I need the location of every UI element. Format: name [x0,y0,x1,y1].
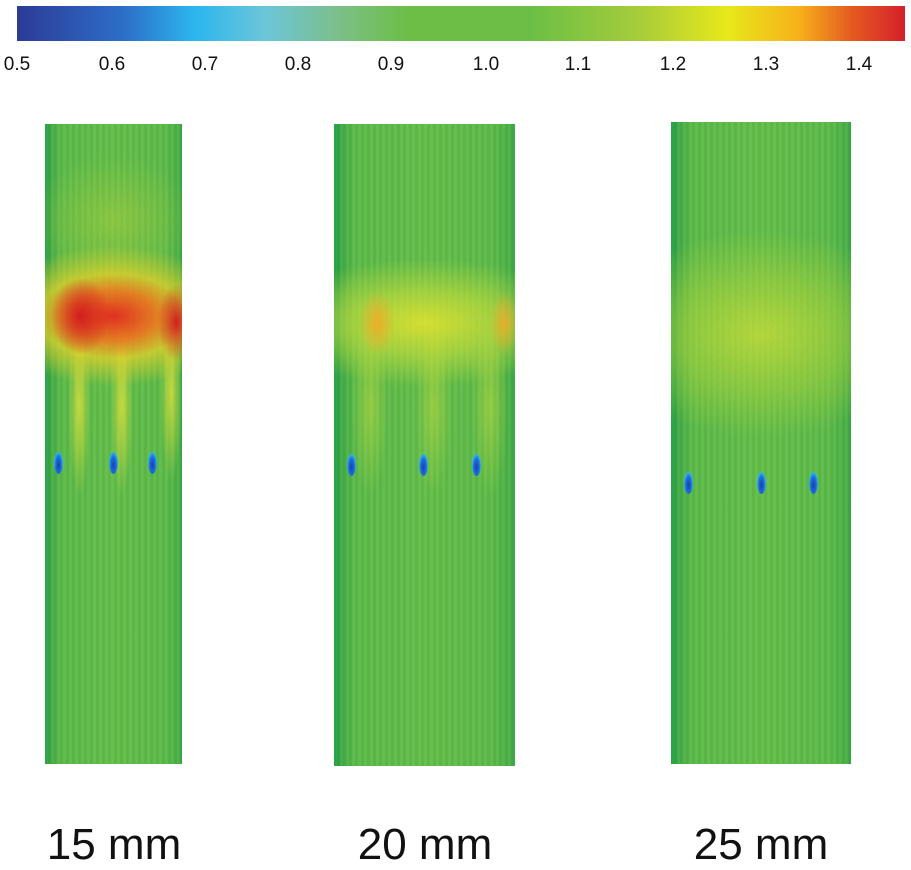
colorbar-tick: 0.9 [377,54,405,75]
cooling-hole [54,452,63,474]
colorbar [17,6,905,41]
panel-label-25mm: 25 mm [693,820,829,869]
cooling-hole [347,454,356,476]
cooling-hole [419,454,428,476]
contour-panel-15mm [45,124,182,764]
colorbar-tick: 0.8 [284,54,312,75]
panel-label-20mm: 20 mm [357,820,493,869]
cooling-hole [757,472,766,494]
colorbar-tick: 1.1 [564,54,592,75]
cooling-hole [472,454,481,476]
colorbar-tick: 0.5 [3,54,31,75]
colorbar-tick: 0.6 [98,54,126,75]
colorbar-tick: 1.3 [752,54,780,75]
colorbar-tick: 1.4 [845,54,873,75]
colorbar-tick: 1.0 [472,54,500,75]
contour-panel-25mm [671,122,851,764]
panel-label-15mm: 15 mm [46,820,182,869]
cooling-hole [809,472,818,494]
colorbar-tick: 0.7 [191,54,219,75]
cooling-hole [109,452,118,474]
cooling-hole [148,452,157,474]
colorbar-tick: 1.2 [659,54,687,75]
contour-panel-20mm [334,124,515,766]
cooling-hole [684,472,693,494]
